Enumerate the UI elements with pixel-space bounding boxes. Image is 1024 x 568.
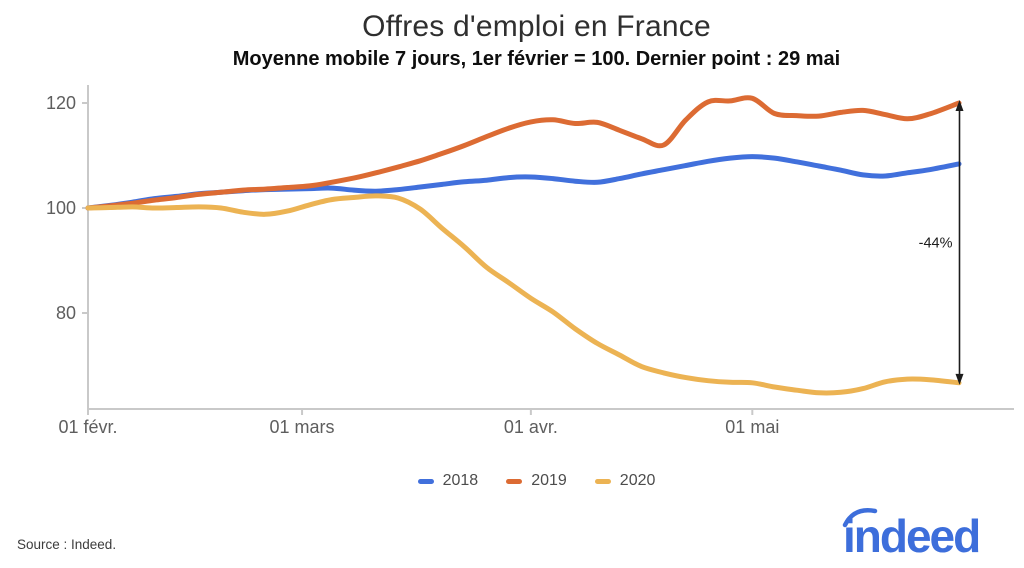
- x-tick-label: 01 mai: [725, 417, 779, 437]
- x-tick-label: 01 avr.: [504, 417, 558, 437]
- legend-swatch-2018: [417, 478, 434, 484]
- chart-legend: 2018 2019 2020: [88, 472, 985, 490]
- y-tick-label: 100: [46, 198, 76, 218]
- range-arrow-head-top: [955, 100, 964, 111]
- legend-item-2020: 2020: [594, 472, 656, 490]
- legend-swatch-2019: [506, 478, 523, 484]
- source-note: Source : Indeed.: [17, 537, 117, 552]
- x-tick-label: 01 mars: [270, 417, 335, 437]
- legend-swatch-2020: [594, 478, 611, 484]
- range-annotation-label: -44%: [919, 235, 953, 251]
- legend-item-2019: 2019: [506, 472, 567, 490]
- legend-item-2018: 2018: [417, 472, 479, 490]
- legend-label-2018: 2018: [442, 472, 479, 489]
- y-tick-label: 120: [46, 93, 76, 113]
- range-arrow-head-bottom: [955, 373, 964, 385]
- chart-title: Offres d'emploi en France: [362, 10, 711, 43]
- chart-header: Offres d'emploi en France Moyenne mobile…: [88, 10, 985, 71]
- series-line-2018: [85, 154, 962, 211]
- indeed-logo-text: indeed: [843, 510, 979, 562]
- y-tick-label: 80: [56, 303, 76, 323]
- indeed-logo: indeed: [842, 508, 981, 562]
- legend-label-2020: 2020: [619, 472, 656, 489]
- indeed-logo-arc: [842, 508, 878, 528]
- series-line-2020: [85, 193, 962, 396]
- series-line-2019: [85, 95, 962, 211]
- legend-label-2019: 2019: [531, 472, 567, 489]
- chart-subtitle: Moyenne mobile 7 jours, 1er février = 10…: [232, 48, 841, 70]
- x-tick-label: 01 févr.: [58, 417, 117, 437]
